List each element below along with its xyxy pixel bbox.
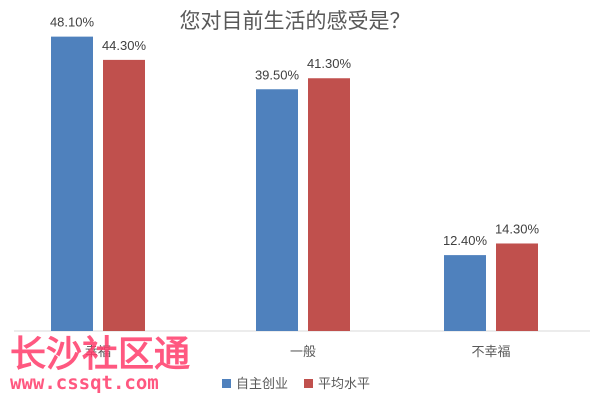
legend-swatch-2 [304,379,313,388]
legend-label-2: 平均水平 [318,377,370,392]
data-label-2-1: 44.30% [102,38,147,53]
category-label-2: 一般 [290,344,316,360]
bar-2-2 [308,78,350,331]
watermark-url: www.cssqt.com [10,372,159,394]
data-labels-group: 48.10% 44.30% 39.50% 41.30% 12.40% 14.30% [50,15,540,248]
bar-1-1 [51,36,93,332]
category-label-3: 不幸福 [471,345,510,360]
bar-1-2 [256,89,298,331]
data-label-2-2: 41.30% [307,56,352,71]
bar-2-1 [103,59,145,331]
data-label-2-3: 14.30% [495,221,540,236]
legend: 自主创业 平均水平 [222,377,370,392]
category-labels-group: 幸福 一般 不幸福 [85,344,511,360]
watermark: 长沙社区通 www.cssqt.com [10,334,190,394]
chart-title: 您对目前生活的感受是？ [180,9,411,33]
data-label-1-2: 39.50% [255,67,300,82]
watermark-text: 长沙社区通 [10,334,190,375]
data-label-1-3: 12.40% [443,233,488,248]
bar-2-3 [496,243,538,331]
data-label-1-1: 48.10% [50,15,95,30]
legend-swatch-1 [222,379,231,388]
legend-label-1: 自主创业 [236,377,288,392]
bars-group [51,36,538,332]
bar-1-3 [444,255,486,331]
category-label-1: 幸福 [85,345,111,360]
